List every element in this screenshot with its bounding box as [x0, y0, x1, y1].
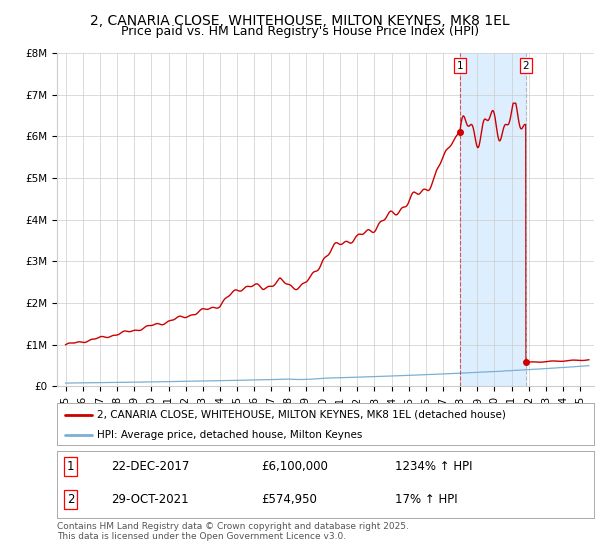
Text: 22-DEC-2017: 22-DEC-2017 — [111, 460, 189, 473]
Text: 2: 2 — [67, 493, 74, 506]
Text: 2, CANARIA CLOSE, WHITEHOUSE, MILTON KEYNES, MK8 1EL: 2, CANARIA CLOSE, WHITEHOUSE, MILTON KEY… — [90, 14, 510, 28]
Text: 2: 2 — [523, 60, 529, 71]
Text: 2, CANARIA CLOSE, WHITEHOUSE, MILTON KEYNES, MK8 1EL (detached house): 2, CANARIA CLOSE, WHITEHOUSE, MILTON KEY… — [97, 410, 506, 420]
Text: Price paid vs. HM Land Registry's House Price Index (HPI): Price paid vs. HM Land Registry's House … — [121, 25, 479, 38]
Text: 1234% ↑ HPI: 1234% ↑ HPI — [395, 460, 473, 473]
Text: Contains HM Land Registry data © Crown copyright and database right 2025.
This d: Contains HM Land Registry data © Crown c… — [57, 522, 409, 542]
Text: HPI: Average price, detached house, Milton Keynes: HPI: Average price, detached house, Milt… — [97, 430, 362, 440]
Text: £6,100,000: £6,100,000 — [261, 460, 328, 473]
Text: 1: 1 — [457, 60, 463, 71]
Text: 17% ↑ HPI: 17% ↑ HPI — [395, 493, 458, 506]
Bar — [460, 53, 526, 386]
Text: £574,950: £574,950 — [261, 493, 317, 506]
Text: 29-OCT-2021: 29-OCT-2021 — [111, 493, 188, 506]
Text: 1: 1 — [67, 460, 74, 473]
